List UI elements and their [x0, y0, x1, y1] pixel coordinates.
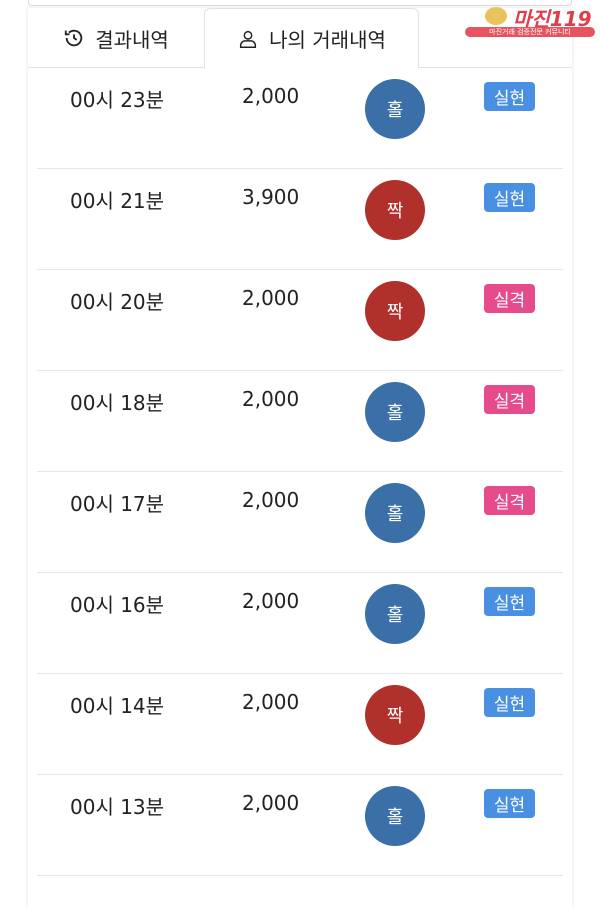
trade-amount: 2,000	[242, 589, 300, 613]
trade-amount: 2,000	[242, 690, 300, 714]
trade-row: 00시 16분 2,000 홀 실현	[37, 573, 563, 674]
trade-amount: 2,000	[242, 84, 300, 108]
trade-amount: 2,000	[242, 286, 300, 310]
watermark-subtitle: 마진거래 검증전문 커뮤니티	[465, 27, 595, 37]
pick-ball: 짝	[365, 685, 425, 745]
trade-time: 00시 14분	[70, 694, 165, 718]
pick-ball: 홀	[365, 79, 425, 139]
tab-results[interactable]: 결과내역	[28, 8, 204, 68]
trade-time: 00시 17분	[70, 492, 165, 516]
tab-bar: 결과내역 나의 거래내역	[28, 8, 572, 69]
result-badge: 실현	[484, 688, 535, 717]
result-badge: 실격	[484, 385, 535, 414]
user-icon	[240, 30, 257, 48]
pick-ball: 홀	[365, 382, 425, 442]
trade-time: 00시 23분	[70, 88, 165, 112]
pick-ball: 짝	[365, 281, 425, 341]
trade-amount: 3,900	[242, 185, 300, 209]
pick-ball: 홀	[365, 483, 425, 543]
watermark-logo: 마진119 마진거래 검증전문 커뮤니티	[465, 5, 595, 37]
trade-time: 00시 13분	[70, 795, 165, 819]
top-bar	[28, 0, 572, 6]
trade-amount: 2,000	[242, 387, 300, 411]
history-icon	[65, 29, 83, 47]
trade-list: 00시 23분 2,000 홀 실현 00시 21분 3,900 짝 실현 00…	[37, 68, 563, 876]
trade-row: 00시 20분 2,000 짝 실격	[37, 270, 563, 371]
result-badge: 실격	[484, 284, 535, 313]
result-badge: 실현	[484, 789, 535, 818]
pick-ball: 홀	[365, 786, 425, 846]
trade-row: 00시 14분 2,000 짝 실현	[37, 674, 563, 775]
trade-row: 00시 13분 2,000 홀 실현	[37, 775, 563, 876]
trade-row: 00시 18분 2,000 홀 실격	[37, 371, 563, 472]
result-badge: 실현	[484, 183, 535, 212]
tab-my-trades-label: 나의 거래내역	[269, 28, 386, 52]
result-badge: 실격	[484, 486, 535, 515]
trade-row: 00시 17분 2,000 홀 실격	[37, 472, 563, 573]
tab-my-trades[interactable]: 나의 거래내역	[204, 8, 419, 69]
trade-row: 00시 23분 2,000 홀 실현	[37, 68, 563, 169]
trade-amount: 2,000	[242, 791, 300, 815]
result-badge: 실현	[484, 587, 535, 616]
trade-time: 00시 20분	[70, 290, 165, 314]
trade-amount: 2,000	[242, 488, 300, 512]
history-card: 결과내역 나의 거래내역 00시 23분 2,000 홀 실현 00시 21분 …	[28, 8, 572, 908]
tab-results-label: 결과내역	[95, 27, 169, 52]
emblem-icon	[485, 7, 507, 25]
trade-row: 00시 21분 3,900 짝 실현	[37, 169, 563, 270]
pick-ball: 짝	[365, 180, 425, 240]
pick-ball: 홀	[365, 584, 425, 644]
result-badge: 실현	[484, 82, 535, 111]
trade-time: 00시 18분	[70, 391, 165, 415]
trade-time: 00시 16분	[70, 593, 165, 617]
trade-time: 00시 21분	[70, 189, 165, 213]
